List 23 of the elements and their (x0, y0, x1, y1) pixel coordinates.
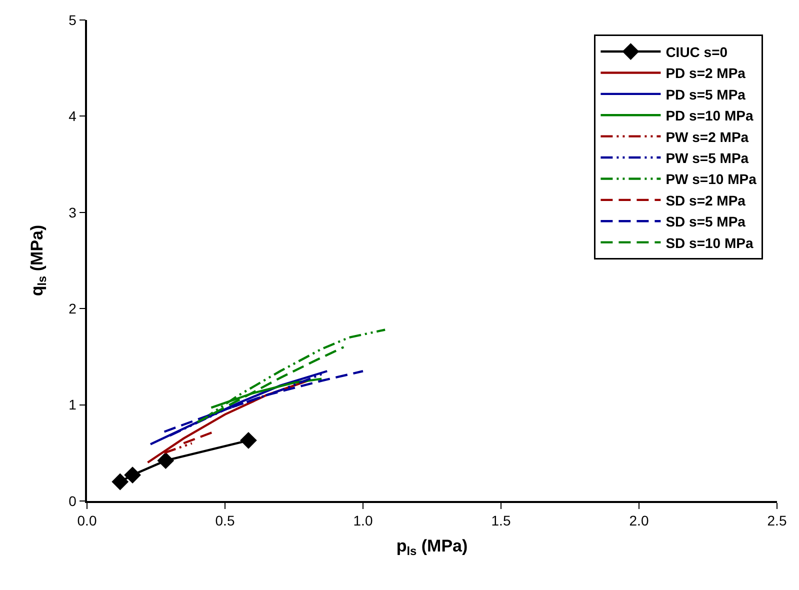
legend-label: CIUC s=0 (666, 44, 728, 60)
legend-label: PW s=5 MPa (666, 150, 749, 166)
x-tick-label: 1.0 (353, 512, 373, 529)
legend-label: PD s=5 MPa (666, 86, 746, 102)
x-axis-title: p$_{ls}$ (MPa) (396, 536, 468, 558)
legend-label: PD s=2 MPa (666, 65, 746, 82)
y-tick-label: 5 (68, 12, 77, 28)
x-tick-label: 1.5 (491, 512, 511, 529)
y-tick-label: 0 (68, 492, 77, 509)
legend-label: PW s=10 MPa (666, 171, 757, 188)
legend-label: SD s=5 MPa (666, 214, 746, 230)
legend-label: SD s=2 MPa (666, 192, 746, 208)
y-tick-label: 4 (68, 108, 77, 124)
legend-label: SD s=10 MPa (666, 234, 754, 251)
x-tick-label: 2.5 (767, 512, 787, 529)
legend-label: PW s=2 MPa (666, 128, 749, 145)
x-tick-label: 0.5 (215, 512, 235, 529)
y-tick-label: 2 (68, 300, 77, 316)
y-tick-label: 3 (68, 204, 77, 220)
x-tick-label: 0.0 (77, 512, 97, 529)
legend-label: PD s=10 MPa (666, 108, 754, 124)
y-tick-label: 1 (68, 396, 77, 413)
x-tick-label: 2.0 (629, 512, 649, 529)
